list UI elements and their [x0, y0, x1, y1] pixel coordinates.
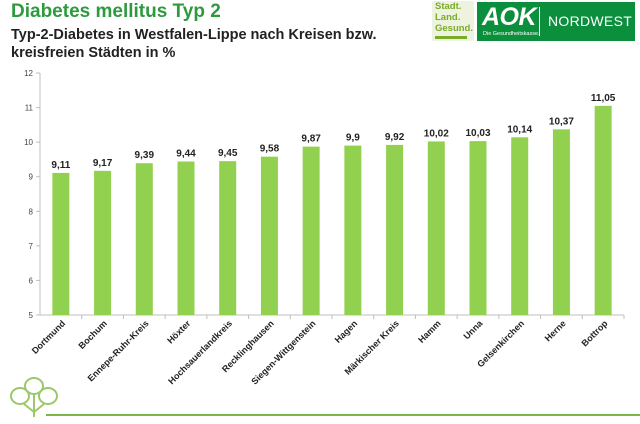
y-tick-label: 9: [29, 173, 34, 182]
bar-value-label: 9,39: [135, 150, 155, 161]
bar: [552, 129, 570, 315]
footer-accent-line: [46, 414, 640, 416]
x-category-label: Bochum: [76, 318, 109, 351]
bar: [177, 161, 195, 315]
bar: [511, 137, 529, 315]
bar-value-label: 10,37: [549, 116, 574, 127]
bar: [219, 161, 237, 315]
stadt-land-gesund-logo: Stadt. Land. Gesund.: [432, 1, 474, 41]
y-tick-label: 5: [29, 311, 34, 320]
bar-value-label: 9,9: [346, 133, 360, 144]
y-tick-label: 7: [29, 242, 34, 251]
bar-value-label: 9,44: [176, 149, 196, 160]
chart-title: Diabetes mellitus Typ 2: [11, 1, 221, 22]
aok-tagline: Die Gesundheitskasse.: [483, 31, 540, 37]
y-tick-label: 8: [29, 207, 34, 216]
x-category-label: Hamm: [416, 318, 443, 345]
clover-emblem-icon: [10, 377, 58, 417]
x-category-label: Bottrop: [580, 318, 610, 348]
bar: [135, 163, 153, 315]
aok-region: NORDWEST: [548, 13, 633, 29]
bar-value-label: 10,02: [424, 128, 449, 139]
bar: [260, 156, 278, 315]
aok-brand: AOK: [482, 3, 537, 31]
bar: [386, 144, 404, 315]
bar: [302, 146, 320, 315]
claim-line: Gesund.: [435, 23, 474, 34]
x-category-label: Hagen: [333, 318, 360, 345]
bar-value-label: 10,03: [465, 128, 490, 139]
claim-line: Stadt.: [435, 1, 462, 12]
bar-value-label: 9,58: [260, 144, 280, 155]
y-tick-label: 12: [24, 69, 33, 78]
aok-nordwest-logo: AOK Die Gesundheitskasse. NORDWEST: [477, 2, 635, 41]
bar: [94, 170, 112, 315]
bar-value-label: 11,05: [591, 93, 616, 104]
y-tick-label: 10: [24, 138, 33, 147]
claim-line: Land.: [435, 12, 461, 23]
chart-subtitle: Typ-2-Diabetes in Westfalen-Lippe nach K…: [11, 27, 377, 61]
bar-value-label: 10,14: [507, 124, 532, 135]
bar: [594, 105, 612, 315]
x-category-label: Höxter: [165, 318, 193, 346]
bar: [469, 141, 487, 315]
bar-value-label: 9,45: [218, 148, 238, 159]
y-tick-label: 11: [25, 104, 34, 113]
x-category-label: Unna: [461, 318, 485, 342]
bar: [52, 172, 70, 315]
x-category-label: Dortmund: [30, 318, 67, 355]
bar: [427, 141, 445, 315]
bar-value-label: 9,11: [51, 160, 70, 171]
bar: [344, 145, 362, 315]
bar-value-label: 9,92: [385, 132, 405, 143]
bar-value-label: 9,17: [93, 158, 113, 169]
x-category-label: Herne: [543, 318, 568, 343]
bar-value-label: 9,87: [301, 134, 321, 145]
y-tick-label: 6: [29, 276, 34, 285]
